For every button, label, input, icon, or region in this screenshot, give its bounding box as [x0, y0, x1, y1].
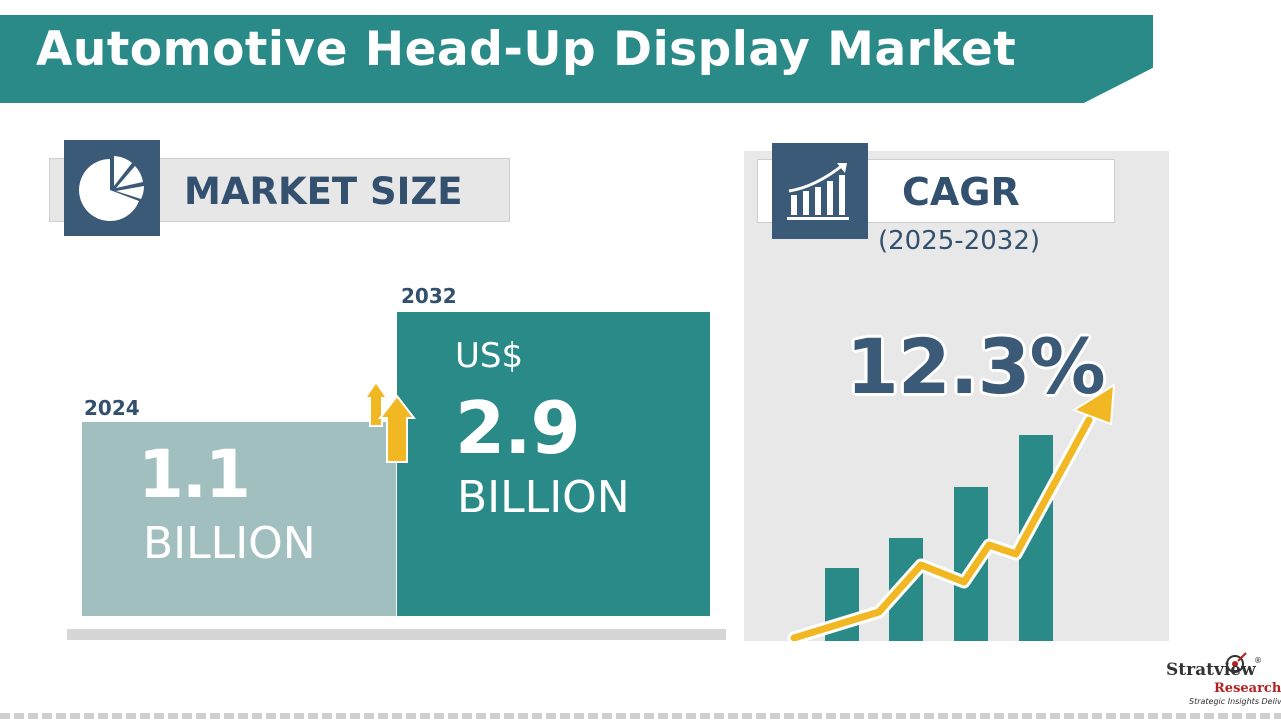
title-banner [0, 15, 1153, 103]
cagr-label: CAGR [902, 170, 1020, 214]
pie-chart-icon [64, 140, 160, 236]
logo-tagline: Strategic Insights Delivered [1189, 697, 1281, 706]
stratview-logo: Stratview ® Research Strategic Insights … [1162, 652, 1281, 708]
market-size-label: MARKET SIZE [184, 170, 463, 213]
growth-chart-icon [772, 143, 868, 239]
growth-arrows-icon [365, 380, 417, 463]
logo-registered: ® [1254, 656, 1262, 665]
year-2032-label: 2032 [401, 284, 457, 308]
bar-2024 [82, 422, 396, 616]
cagr-value: 12.3% [846, 322, 1106, 411]
currency-2032: US$ [455, 336, 524, 376]
page-title: Automotive Head-Up Display Market [36, 22, 1017, 77]
value-2032: 2.9 [455, 386, 581, 470]
unit-2024: BILLION [143, 518, 316, 569]
value-2024: 1.1 [138, 436, 251, 513]
footer-divider [0, 713, 1281, 719]
cagr-growth-illustration [787, 383, 1116, 641]
unit-2032: BILLION [457, 472, 630, 523]
logo-name: Stratview [1166, 660, 1256, 680]
logo-mark-icon [1226, 652, 1247, 673]
logo-sub: Research [1214, 681, 1281, 696]
cagr-period: (2025-2032) [878, 226, 1041, 256]
year-2024-label: 2024 [84, 396, 140, 420]
baseline-bar [67, 629, 726, 640]
bar-2032 [397, 312, 710, 616]
